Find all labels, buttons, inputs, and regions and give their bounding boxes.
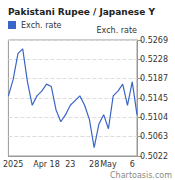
svg-text:28: 28 <box>89 160 99 169</box>
svg-text:0.5104: 0.5104 <box>140 113 168 122</box>
svg-text:0.5145: 0.5145 <box>140 94 168 103</box>
svg-text:6: 6 <box>130 160 135 169</box>
svg-text:Exch. rate: Exch. rate <box>21 21 62 30</box>
svg-text:0.5022: 0.5022 <box>140 152 168 161</box>
svg-text:Exch. rate: Exch. rate <box>97 26 138 35</box>
svg-text:0.5228: 0.5228 <box>140 55 168 64</box>
svg-text:2025: 2025 <box>3 160 23 169</box>
svg-text:0.5269: 0.5269 <box>140 36 168 45</box>
svg-text:May: May <box>100 160 117 169</box>
svg-text:Apr 18: Apr 18 <box>33 160 60 169</box>
svg-text:0.5187: 0.5187 <box>140 74 168 83</box>
svg-text:Chartoasis.com: Chartoasis.com <box>110 171 172 180</box>
svg-text:23: 23 <box>65 160 75 169</box>
svg-text:0.5063: 0.5063 <box>140 132 168 141</box>
svg-text:Pakistani Rupee / Japanese Y: Pakistani Rupee / Japanese Y <box>8 7 155 17</box>
